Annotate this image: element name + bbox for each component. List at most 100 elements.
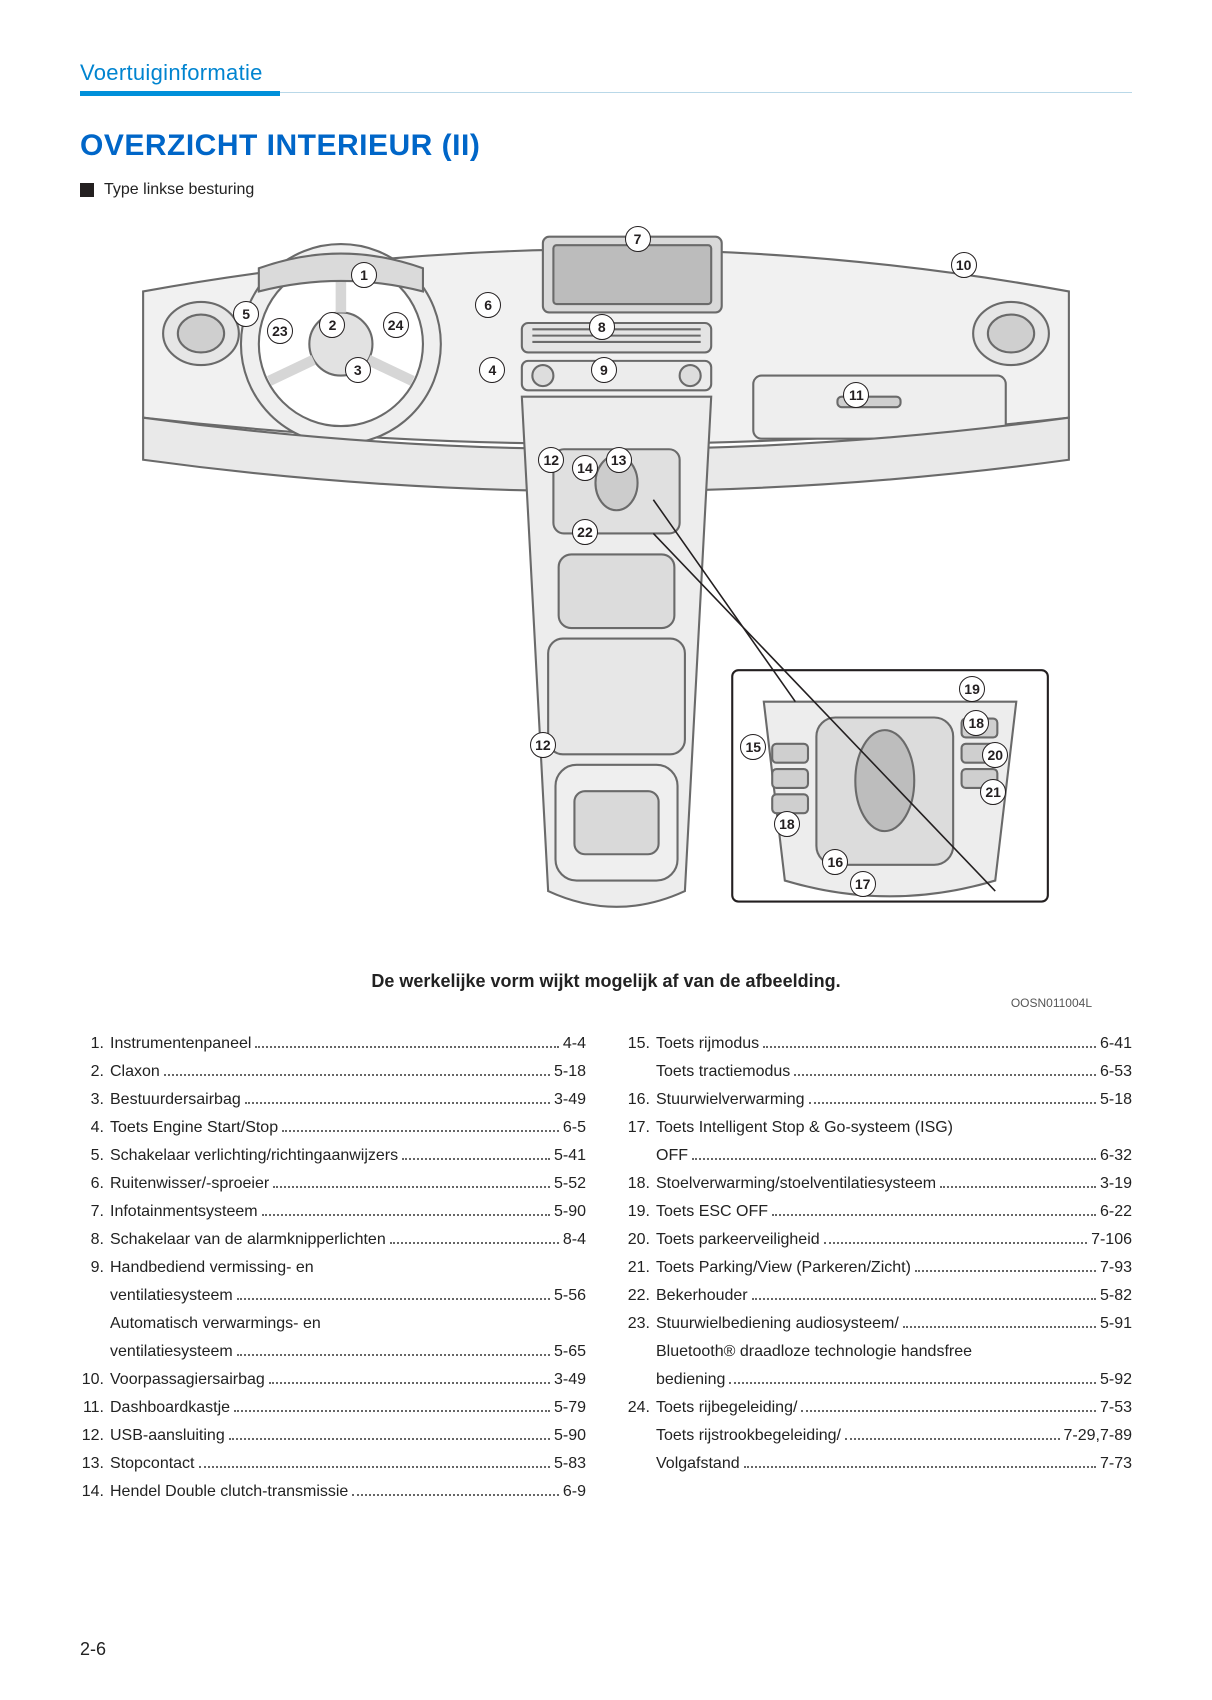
index-entry: OFF 6-32	[626, 1142, 1132, 1170]
leader-dots	[763, 1046, 1096, 1048]
section-header: Voertuiginformatie	[80, 60, 1132, 86]
entry-page: 6-32	[1100, 1142, 1132, 1170]
entry-label: Hendel Double clutch-transmissie	[110, 1478, 348, 1506]
callout-2: 2	[319, 312, 345, 338]
leader-dots	[234, 1410, 550, 1412]
entry-label: Toets rijstrookbegeleiding/	[656, 1422, 841, 1450]
entry-number: 3.	[80, 1086, 110, 1114]
entry-label: Bekerhouder	[656, 1282, 748, 1310]
entry-number: 23.	[626, 1310, 656, 1338]
entry-page: 5-41	[554, 1142, 586, 1170]
leader-dots	[269, 1382, 550, 1384]
entry-number: 2.	[80, 1058, 110, 1086]
leader-dots	[262, 1214, 550, 1216]
callout-5: 5	[233, 301, 259, 327]
leader-dots	[390, 1242, 559, 1244]
leader-dots	[794, 1074, 1096, 1076]
entry-number: 10.	[80, 1366, 110, 1394]
entry-label: Bestuurdersairbag	[110, 1086, 241, 1114]
entry-label: Toets parkeerveiligheid	[656, 1226, 820, 1254]
index-entry: 3.Bestuurdersairbag 3-49	[80, 1086, 586, 1114]
entry-page: 6-9	[563, 1478, 586, 1506]
square-bullet-icon	[80, 183, 94, 197]
callout-10: 10	[951, 252, 977, 278]
index-entry: 13.Stopcontact5-83	[80, 1450, 586, 1478]
leader-dots	[245, 1102, 550, 1104]
entry-number: 19.	[626, 1198, 656, 1226]
index-entry: Toets rijstrookbegeleiding/7-29,7-89	[626, 1422, 1132, 1450]
leader-dots	[692, 1158, 1096, 1160]
callout-12: 12	[538, 447, 564, 473]
entry-page: 5-79	[554, 1394, 586, 1422]
index-entry: 24.Toets rijbegeleiding/7-53	[626, 1394, 1132, 1422]
entry-label: OFF	[656, 1142, 688, 1170]
entry-page: 5-18	[554, 1058, 586, 1086]
index-entry: 15.Toets rijmodus6-41	[626, 1030, 1132, 1058]
entry-page: 3-49	[554, 1086, 586, 1114]
diagram-caption: De werkelijke vorm wijkt mogelijk af van…	[80, 971, 1132, 992]
entry-label: Stuurwielverwarming	[656, 1086, 805, 1114]
leader-dots	[282, 1130, 559, 1132]
entry-label: Dashboardkastje	[110, 1394, 230, 1422]
entry-label: Toets ESC OFF	[656, 1198, 768, 1226]
callout-21: 21	[980, 779, 1006, 805]
index-entry: 9.Handbediend vermissing- en	[80, 1254, 586, 1282]
entry-number: 24.	[626, 1394, 656, 1422]
entry-label: Handbediend vermissing- en	[110, 1254, 314, 1282]
entry-number: 4.	[80, 1114, 110, 1142]
entry-page: 7-93	[1100, 1254, 1132, 1282]
entry-page: 6-5	[563, 1114, 586, 1142]
entry-label: Toets Intelligent Stop & Go-systeem (ISG…	[656, 1114, 953, 1142]
leader-dots	[903, 1326, 1096, 1328]
index-entry: 18.Stoelverwarming/stoelventilatiesystee…	[626, 1170, 1132, 1198]
callout-18: 18	[774, 811, 800, 837]
right-column: 15.Toets rijmodus6-41Toets tractiemodus6…	[626, 1030, 1132, 1506]
entry-page: 5-90	[554, 1198, 586, 1226]
entry-label: USB-aansluiting	[110, 1422, 225, 1450]
entry-label: Toets Engine Start/Stop	[110, 1114, 278, 1142]
index-entry: 14.Hendel Double clutch-transmissie6-9	[80, 1478, 586, 1506]
entry-page: 4-4	[563, 1030, 586, 1058]
entry-page: 3-19	[1100, 1170, 1132, 1198]
leader-dots	[402, 1158, 550, 1160]
entry-page: 5-90	[554, 1422, 586, 1450]
entry-label: Bluetooth® draadloze technologie handsfr…	[656, 1338, 972, 1366]
section-rule	[80, 92, 1132, 93]
leader-dots	[772, 1214, 1096, 1216]
index-entry: 12.USB-aansluiting5-90	[80, 1422, 586, 1450]
entry-number: 7.	[80, 1198, 110, 1226]
callout-15: 15	[740, 734, 766, 760]
index-entry: 21.Toets Parking/View (Parkeren/Zicht) 7-…	[626, 1254, 1132, 1282]
page-number: 2-6	[80, 1639, 106, 1660]
entry-label: Toets rijmodus	[656, 1030, 759, 1058]
index-entry: 2.Claxon5-18	[80, 1058, 586, 1086]
index-entry: ventilatiesysteem5-65	[80, 1338, 586, 1366]
entry-label: Infotainmentsysteem	[110, 1198, 258, 1226]
callout-13: 13	[606, 447, 632, 473]
index-entry: bediening5-92	[626, 1366, 1132, 1394]
entry-number: 17.	[626, 1114, 656, 1142]
callout-14: 14	[572, 455, 598, 481]
leader-dots	[237, 1354, 550, 1356]
index-entry: Bluetooth® draadloze technologie handsfr…	[626, 1338, 1132, 1366]
leader-dots	[809, 1102, 1096, 1104]
index-entry: 23.Stuurwielbediening audiosysteem/5-91	[626, 1310, 1132, 1338]
callout-12: 12	[530, 732, 556, 758]
index-entry: Toets tractiemodus6-53	[626, 1058, 1132, 1086]
callout-9: 9	[591, 357, 617, 383]
entry-number: 21.	[626, 1254, 656, 1282]
leader-dots	[237, 1298, 550, 1300]
entry-page: 5-18	[1100, 1086, 1132, 1114]
index-entry: 20.Toets parkeerveiligheid7-106	[626, 1226, 1132, 1254]
index-entry: 8.Schakelaar van de alarmknipperlichten8…	[80, 1226, 586, 1254]
entry-label: Toets Parking/View (Parkeren/Zicht)	[656, 1254, 911, 1282]
callout-3: 3	[345, 357, 371, 383]
index-entry: 22.Bekerhouder5-82	[626, 1282, 1132, 1310]
leader-dots	[940, 1186, 1096, 1188]
entry-page: 7-73	[1100, 1450, 1132, 1478]
entry-label: Stoelverwarming/stoelventilatiesysteem	[656, 1170, 936, 1198]
entry-label: Ruitenwisser/-sproeier	[110, 1170, 269, 1198]
leader-dots	[915, 1270, 1096, 1272]
index-entry: 5.Schakelaar verlichting/richtingaanwijz…	[80, 1142, 586, 1170]
interior-diagram: 1234567891011121314222324121516171818192…	[80, 211, 1132, 961]
